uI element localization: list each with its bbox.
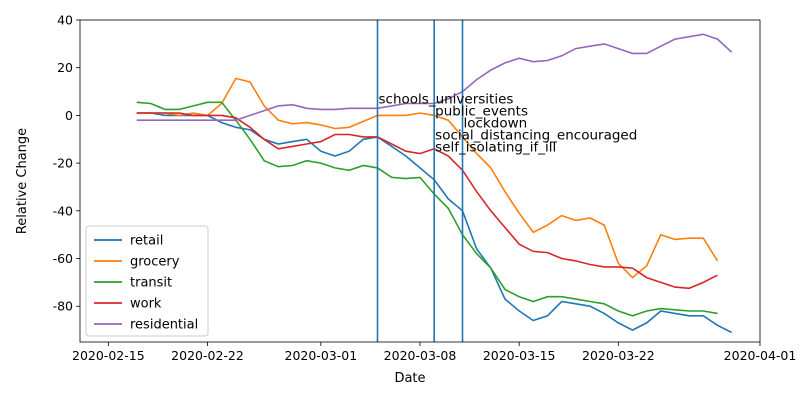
y-axis-ticks: -80 -60 -40 -20 0 20 40 [53, 13, 80, 314]
y-tick-label: -40 [53, 203, 73, 218]
y-tick-label: -60 [53, 251, 73, 266]
y-tick-label: 0 [65, 108, 73, 123]
x-tick-label: 2020-03-22 [582, 348, 655, 363]
y-tick-label: 20 [57, 60, 73, 75]
x-tick-label: 2020-03-15 [483, 348, 556, 363]
event-annotations: schools_universitiespublic_eventslockdow… [379, 91, 638, 155]
x-axis-ticks: 2020-02-15 2020-02-22 2020-03-01 2020-03-08… [72, 342, 796, 363]
legend-label-retail: retail [130, 234, 163, 249]
event-annotation-social-distancing-encouraged: social_distancing_encouraged [435, 127, 637, 143]
legend-label-grocery: grocery [130, 255, 180, 270]
series-line-work [136, 112, 718, 290]
legend: retail grocery transit work residential [85, 225, 209, 337]
y-tick-label: -20 [53, 156, 73, 171]
x-tick-label: 2020-03-08 [384, 348, 457, 363]
y-axis-label: Relative Change [15, 128, 30, 234]
x-tick-label: 2020-02-22 [171, 348, 244, 363]
event-annotation-schools-universities: schools_universities [379, 91, 514, 107]
event-annotation-public-events: public_events [435, 103, 528, 119]
series-lines [136, 33, 733, 334]
y-tick-label: 40 [57, 13, 73, 28]
x-tick-label: 2020-02-15 [72, 348, 145, 363]
legend-label-transit: transit [130, 276, 172, 291]
event-annotation-self-isolating-if-ill: self_isolating_if_ill [435, 139, 556, 155]
legend-label-work: work [130, 297, 162, 312]
x-axis-label: Date [394, 371, 425, 386]
event-annotation-lockdown: lockdown [464, 115, 528, 131]
legend-box [85, 225, 209, 337]
y-tick-label: -80 [53, 299, 73, 314]
event-lines [376, 20, 464, 342]
legend-label-residential: residential [130, 318, 198, 333]
x-tick-label: 2020-04-01 [724, 348, 797, 363]
x-tick-label: 2020-03-01 [285, 348, 358, 363]
series-line-grocery [136, 77, 719, 279]
